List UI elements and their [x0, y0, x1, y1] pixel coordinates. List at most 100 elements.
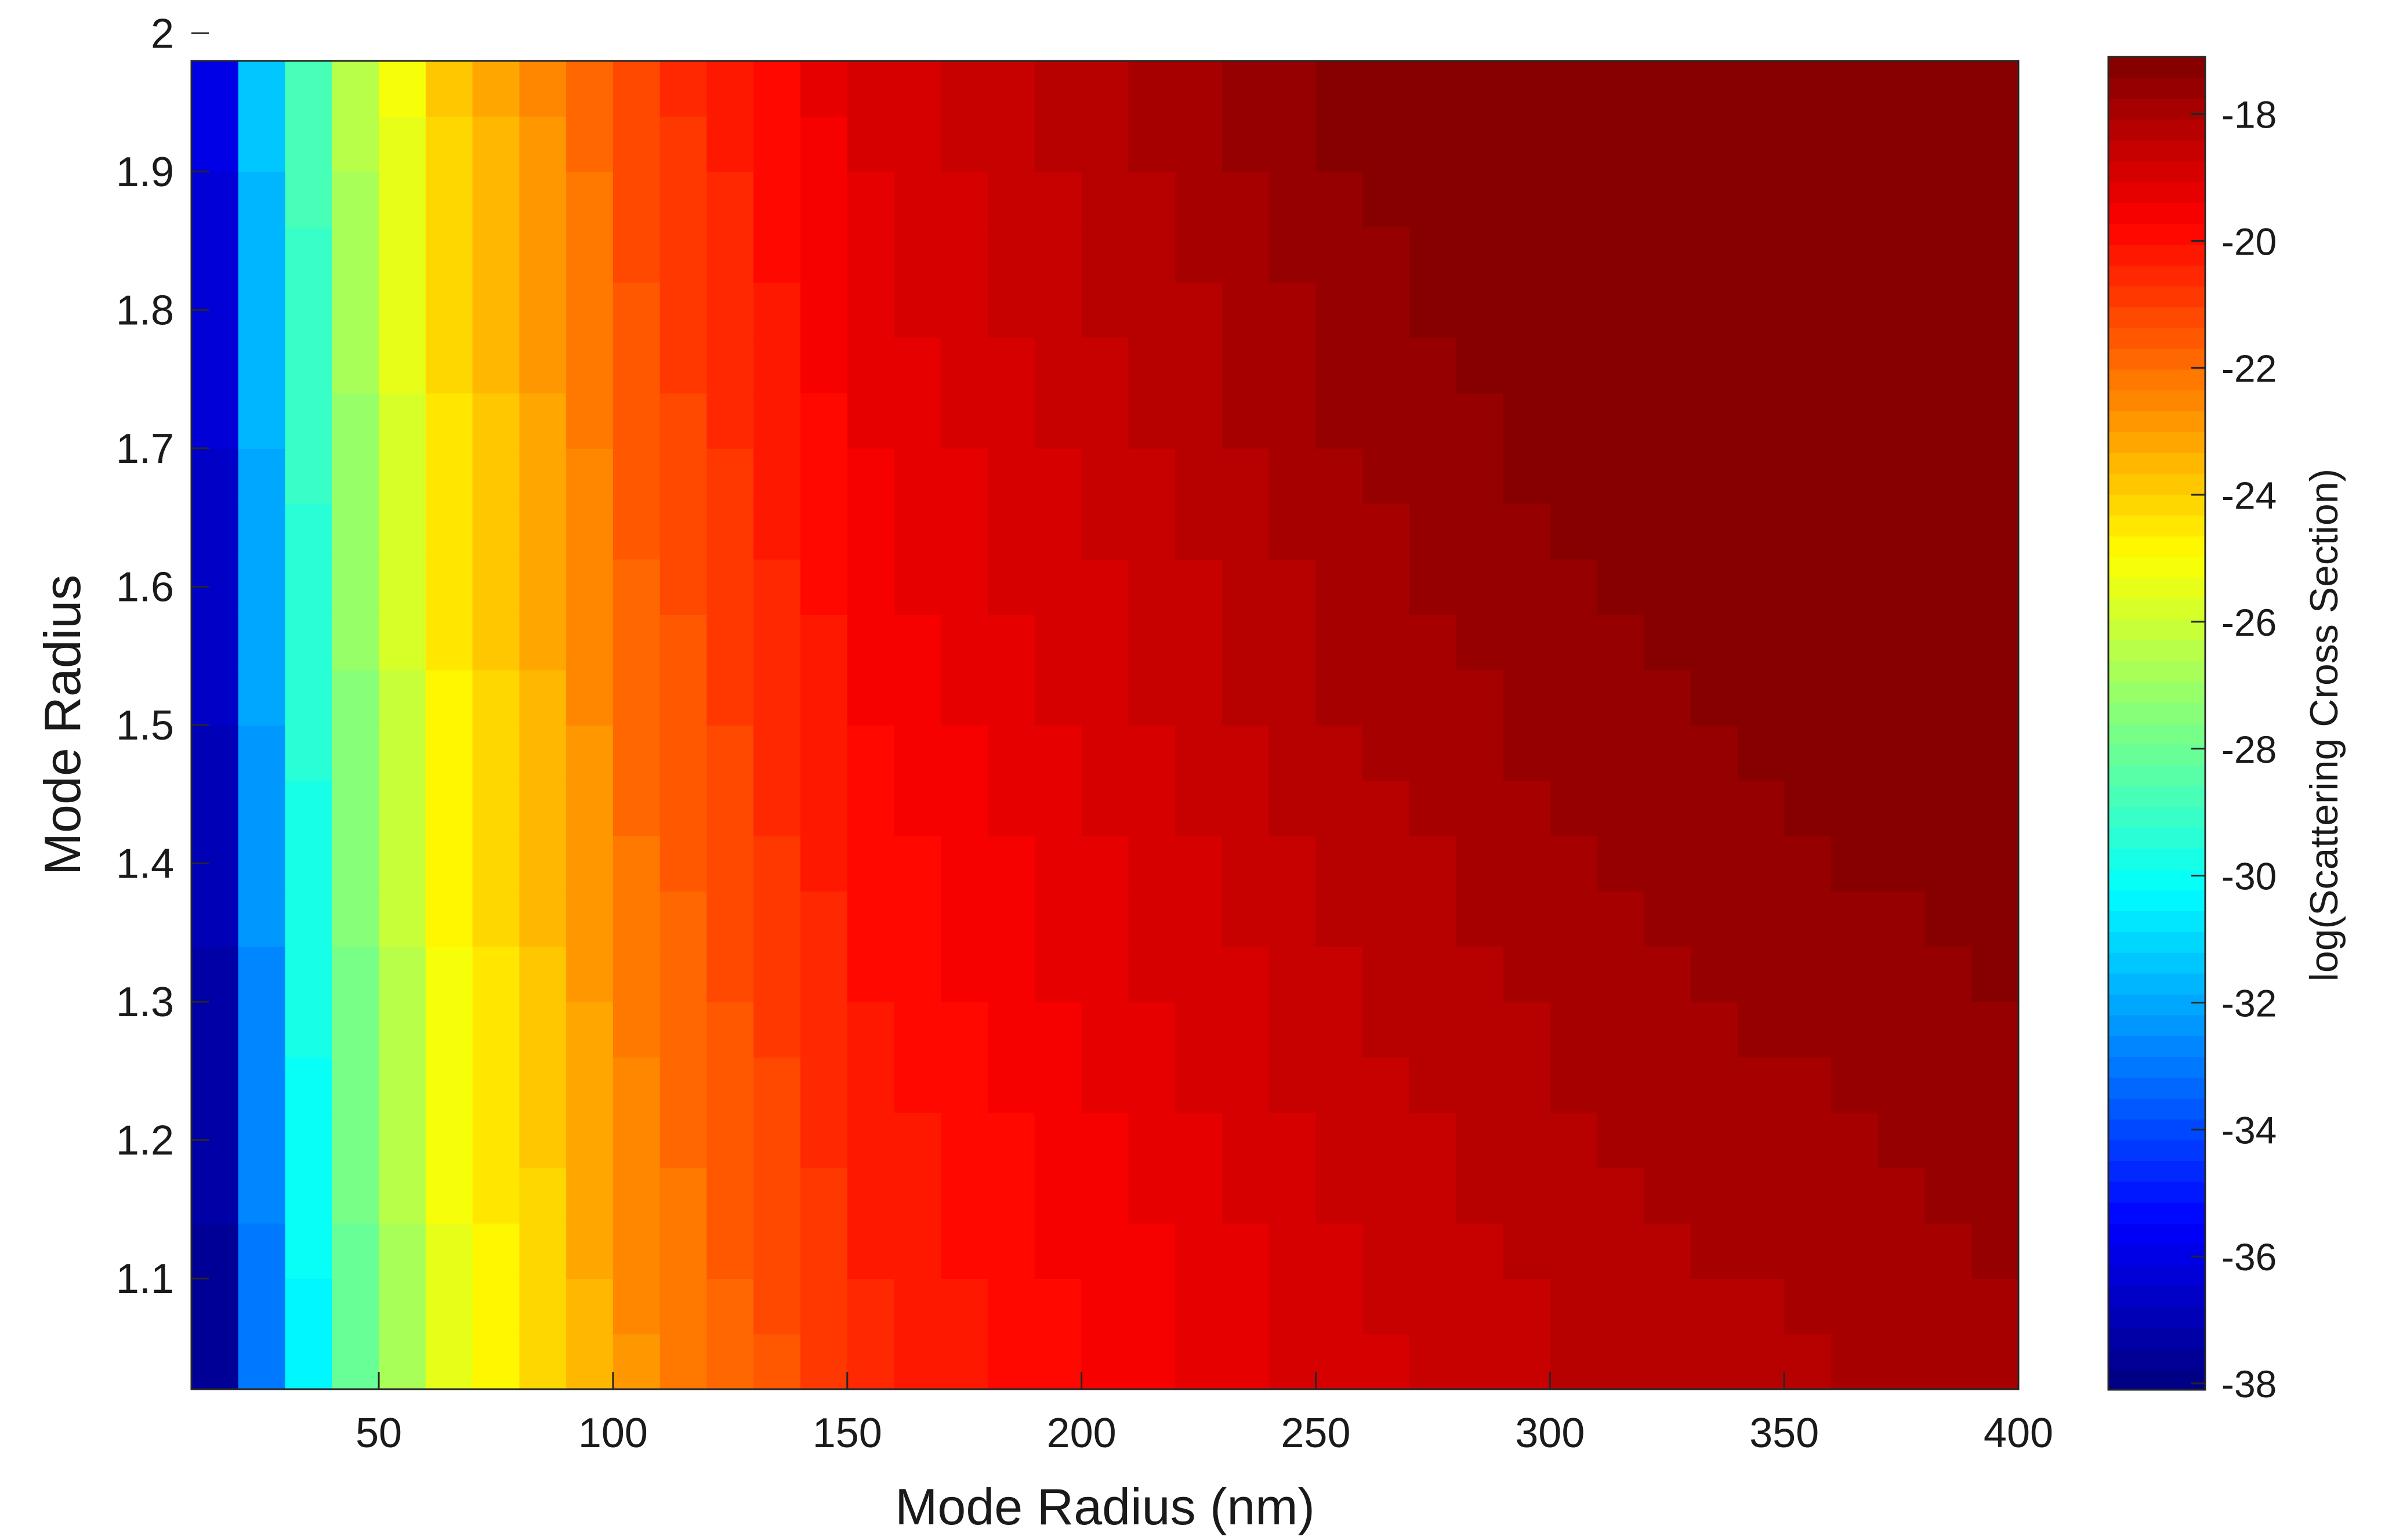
- heatmap-cell: [1315, 1278, 1364, 1335]
- heatmap-cell: [1503, 614, 1551, 671]
- heatmap-cell: [1456, 1057, 1504, 1113]
- heatmap-cell: [894, 669, 942, 726]
- heatmap-cell: [379, 1057, 426, 1113]
- colorbar-band: [2108, 223, 2205, 245]
- y-tick-label: 1.1: [116, 1256, 174, 1302]
- heatmap-cell: [753, 116, 801, 172]
- heatmap-cell: [1128, 559, 1176, 615]
- y-axis-label: Mode Radius: [34, 575, 91, 876]
- heatmap-cell: [1690, 393, 1738, 449]
- heatmap-cell: [1690, 61, 1738, 117]
- heatmap-cell: [1784, 1112, 1832, 1169]
- heatmap-cell: [706, 393, 755, 449]
- heatmap-cell: [1924, 559, 1973, 615]
- heatmap-cell: [1503, 448, 1551, 505]
- heatmap-cell: [1924, 338, 1973, 394]
- colorbar-band: [2108, 661, 2205, 682]
- heatmap-cell: [659, 171, 708, 228]
- heatmap-cell: [1081, 946, 1129, 1002]
- heatmap-cell: [1597, 835, 1644, 892]
- heatmap-cell: [1034, 1334, 1082, 1390]
- heatmap-cell: [706, 835, 755, 892]
- heatmap-cell: [519, 1002, 567, 1058]
- heatmap-cell: [1315, 1168, 1364, 1224]
- heatmap-cell: [1409, 338, 1457, 394]
- heatmap-cell: [1315, 448, 1364, 505]
- heatmap-cell: [1690, 669, 1738, 726]
- heatmap-cell: [1081, 725, 1129, 781]
- colorbar-band: [2108, 1285, 2205, 1307]
- colorbar-axis: -38 -36 -34 -32 -30 -28 -26 -24 -22 -20 -18: [2191, 93, 2277, 1405]
- heatmap-cell: [1971, 835, 2019, 892]
- heatmap-cell: [1971, 891, 2019, 947]
- heatmap-cell: [1081, 1112, 1129, 1169]
- heatmap-cell: [1128, 116, 1176, 172]
- heatmap-cell: [238, 448, 286, 505]
- heatmap-cell: [1222, 559, 1270, 615]
- heatmap-cell: [1128, 1057, 1176, 1113]
- heatmap-cell: [612, 1057, 661, 1113]
- heatmap-cell: [847, 1057, 895, 1113]
- heatmap-cell: [191, 891, 239, 947]
- heatmap-cell: [659, 1112, 708, 1169]
- heatmap-cell: [1924, 1057, 1973, 1113]
- heatmap-cell: [1222, 1278, 1270, 1335]
- colorbar-band: [2108, 1306, 2205, 1328]
- heatmap-cell: [753, 393, 801, 449]
- heatmap-cell: [1362, 338, 1410, 394]
- heatmap-cell: [894, 946, 942, 1002]
- heatmap-cell: [379, 61, 426, 117]
- heatmap-cell: [1175, 282, 1223, 338]
- heatmap-cell: [191, 946, 239, 1002]
- heatmap-cell: [988, 116, 1035, 172]
- heatmap-cell: [1222, 61, 1270, 117]
- heatmap-cell: [332, 1057, 379, 1113]
- heatmap-cell: [1409, 835, 1457, 892]
- heatmap-cell: [1971, 448, 2019, 505]
- heatmap-cell: [1831, 1168, 1879, 1224]
- heatmap-cell: [659, 614, 708, 671]
- heatmap-cell: [379, 393, 426, 449]
- heatmap-cell: [1831, 61, 1879, 117]
- heatmap-cell: [1315, 1334, 1364, 1390]
- heatmap-cell: [1362, 61, 1410, 117]
- heatmap-cell: [612, 780, 661, 836]
- heatmap-cell: [285, 227, 333, 283]
- heatmap-cell: [238, 725, 286, 781]
- heatmap-cell: [1315, 780, 1364, 836]
- colorbar-tick-label: -18: [2221, 93, 2277, 136]
- heatmap-cell: [566, 503, 614, 560]
- heatmap-cell: [1503, 338, 1551, 394]
- heatmap-cell: [425, 338, 473, 394]
- heatmap-cell: [1784, 669, 1832, 726]
- heatmap-cell: [1550, 669, 1597, 726]
- heatmap-cell: [238, 835, 286, 892]
- heatmap-cell: [1175, 338, 1223, 394]
- heatmap-cell: [941, 338, 988, 394]
- heatmap-cell: [332, 725, 379, 781]
- heatmap-cell: [1128, 1112, 1176, 1169]
- heatmap-cell: [753, 725, 801, 781]
- heatmap-cell: [1222, 725, 1270, 781]
- heatmap-cell: [425, 282, 473, 338]
- heatmap-cell: [1877, 614, 1926, 671]
- heatmap-cell: [1831, 559, 1879, 615]
- heatmap-cell: [706, 614, 755, 671]
- colorbar-band: [2108, 494, 2205, 516]
- heatmap-cell: [191, 393, 239, 449]
- heatmap-cell: [894, 116, 942, 172]
- heatmap-cell: [1877, 116, 1926, 172]
- heatmap-cell: [1643, 1334, 1691, 1390]
- heatmap-cell: [612, 448, 661, 505]
- heatmap-cell: [1409, 559, 1457, 615]
- heatmap-cell: [753, 227, 801, 283]
- plot-area: [191, 61, 2019, 1390]
- heatmap-cell: [379, 171, 426, 228]
- heatmap-cell: [379, 835, 426, 892]
- heatmap-cell: [1737, 1002, 1785, 1058]
- colorbar-band: [2108, 619, 2205, 641]
- heatmap-cell: [612, 614, 661, 671]
- heatmap-cell: [519, 448, 567, 505]
- heatmap-cell: [1456, 1278, 1504, 1335]
- heatmap-cell: [659, 1334, 708, 1390]
